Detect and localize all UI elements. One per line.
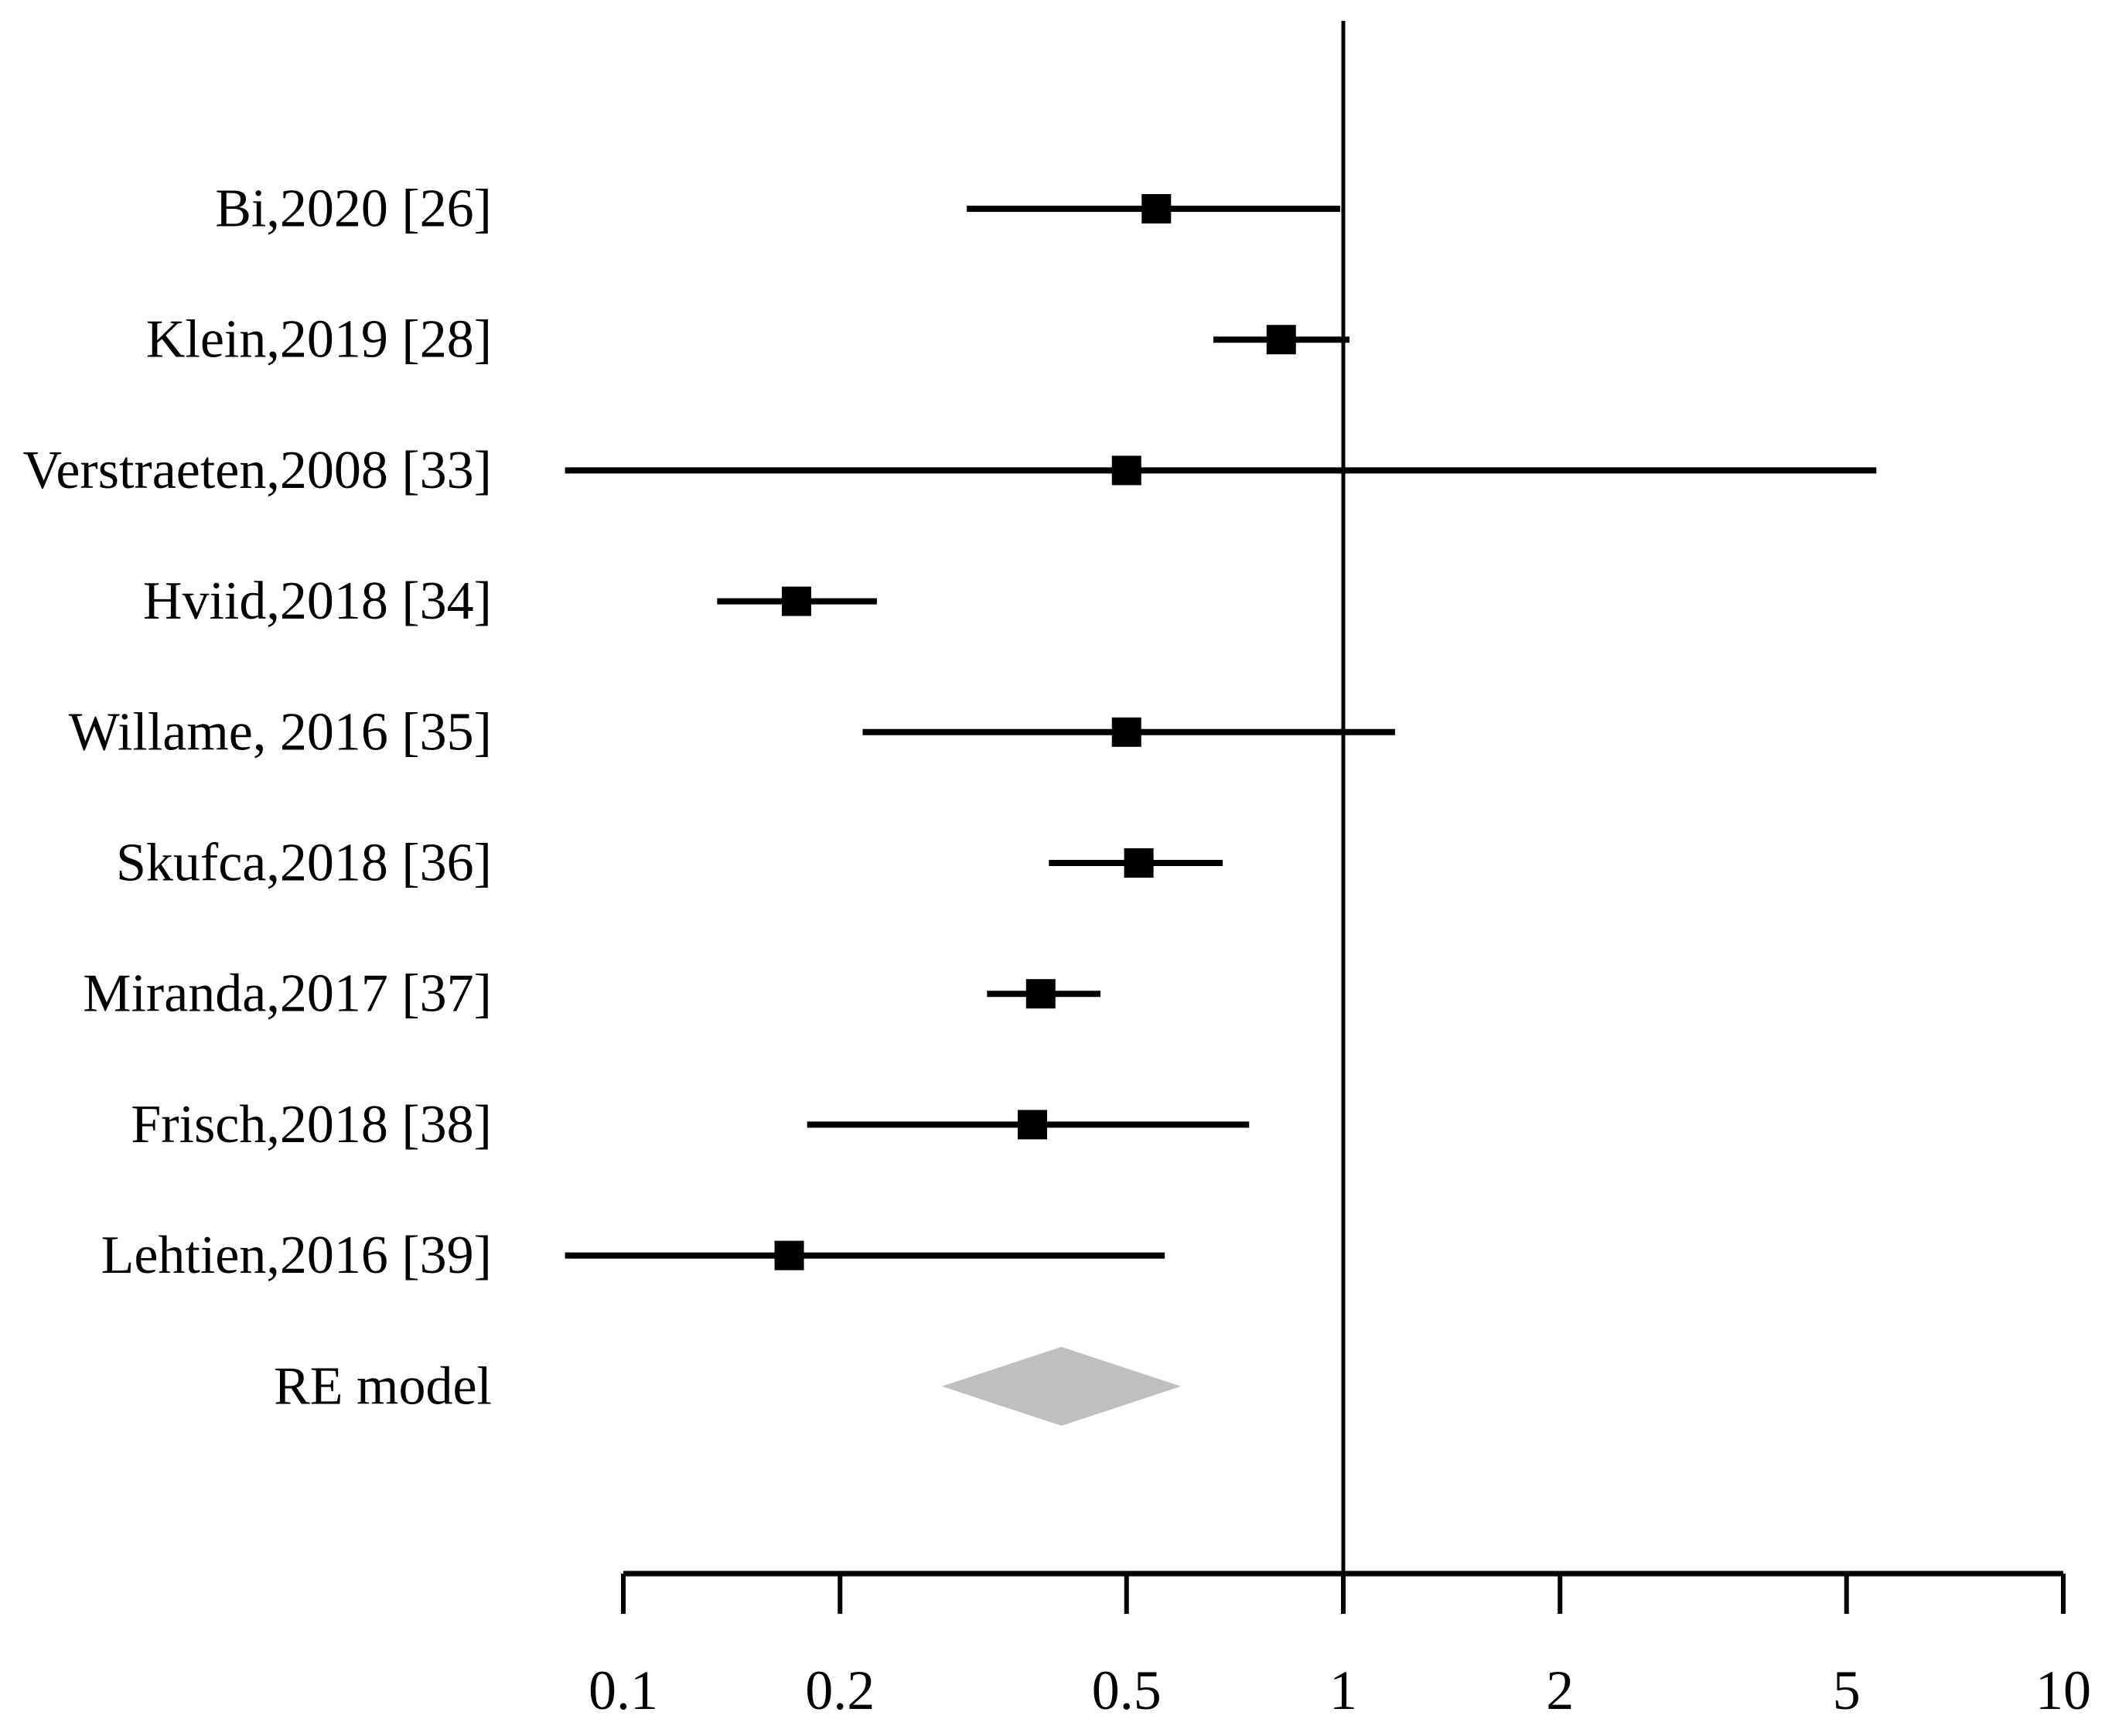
study-label: Bi,2020 [26] <box>215 179 492 239</box>
x-tick-label: 0.2 <box>805 1659 875 1721</box>
x-tick-label: 0.5 <box>1092 1659 1162 1721</box>
study-label: Lehtien,2016 [39] <box>101 1226 492 1285</box>
estimate-square <box>1124 848 1154 878</box>
estimate-square <box>1266 325 1296 355</box>
estimate-square <box>1111 455 1141 486</box>
x-tick-label: 5 <box>1833 1659 1861 1721</box>
estimate-square <box>1141 194 1172 223</box>
study-label: Willame, 2016 [35] <box>69 702 492 762</box>
study-label: Skufca,2018 [36] <box>116 834 492 893</box>
estimate-square <box>1111 717 1141 747</box>
x-tick-label: 2 <box>1546 1659 1574 1721</box>
estimate-square <box>1017 1110 1047 1140</box>
x-tick-label: 10 <box>2035 1659 2091 1721</box>
study-label: Verstraeten,2008 [33] <box>23 441 492 500</box>
x-tick-label: 0.1 <box>589 1659 658 1721</box>
estimate-square <box>774 1240 804 1270</box>
estimate-square <box>781 586 811 616</box>
study-label: Miranda,2017 [37] <box>83 964 492 1024</box>
study-label: Frisch,2018 [38] <box>131 1095 492 1154</box>
study-label: Klein,2019 [28] <box>146 310 492 370</box>
estimate-square <box>1025 979 1056 1009</box>
study-label: Hviid,2018 [34] <box>143 571 492 631</box>
summary-label: RE model <box>274 1356 492 1416</box>
x-tick-label: 1 <box>1329 1659 1357 1721</box>
summary-diamond <box>941 1346 1182 1426</box>
